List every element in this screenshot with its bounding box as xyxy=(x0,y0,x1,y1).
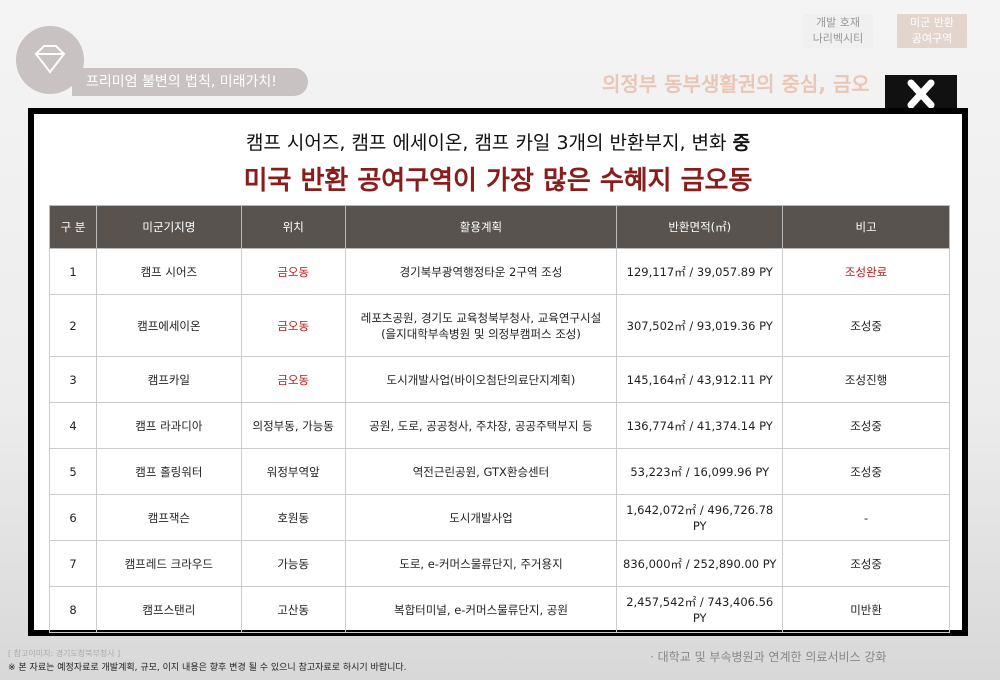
table-row: 4 캠프 라과디아 의정부동, 가능동 공원, 도로, 공공청사, 주차장, 공공주택… xyxy=(49,402,950,449)
table-cell: 1,642,072㎡ / 496,726.78 PY xyxy=(616,494,784,541)
table-cell: 129,117㎡ / 39,057.89 PY xyxy=(616,248,784,295)
table-row: 5 캠프 홀링워터 워정부역앞 역전근린공원, GTX환승센터 53,223㎡ / 16… xyxy=(49,448,950,495)
table-cell: 캠프카일 xyxy=(95,356,242,403)
table-cell: 미반환 xyxy=(782,586,950,633)
table-cell: 호원동 xyxy=(240,494,346,541)
diamond-icon xyxy=(34,45,66,74)
header-cell: 미군기지명 xyxy=(95,205,242,249)
close-icon xyxy=(907,79,935,109)
table-cell: 도시개발사업 xyxy=(344,494,618,541)
background-heading: 의정부 동부생활권의 중심, 금오 xyxy=(602,72,870,96)
table-cell: 캠프잭슨 xyxy=(95,494,242,541)
table-cell: 6 xyxy=(49,494,97,541)
table-cell: 2 xyxy=(49,294,97,357)
image-caption: [ 참고이미지: 경기도청북부청사 ] xyxy=(8,649,121,658)
footer-note: ※ 본 자료는 예정자료로 개발계획, 규모, 이지 내용은 향후 변경 될 수… xyxy=(8,663,407,673)
table-cell: 조성중 xyxy=(782,402,950,449)
table-cell: 금오동 xyxy=(240,356,346,403)
background-bullet: · 대학교 및 부속병원과 연계한 의료서비스 강화 xyxy=(650,650,887,664)
table-cell: 복합터미널, e-커머스물류단지, 공원 xyxy=(344,586,618,633)
table-cell: 도로, e-커머스물류단지, 주거용지 xyxy=(344,540,618,587)
table-row: 8 캠프스탠리 고산동 복합터미널, e-커머스물류단지, 공원 2,457,542㎡ … xyxy=(49,586,950,633)
title-text: 캠프 시어즈, 캠프 에세이온, 캠프 카일 3개의 반환부지, 변화 xyxy=(245,132,727,154)
table-cell: 8 xyxy=(49,586,97,633)
table-cell: 캠프레드 크라우드 xyxy=(95,540,242,587)
table-cell: 공원, 도로, 공공청사, 주차장, 공공주택부지 등 xyxy=(344,402,618,449)
header-cell: 비고 xyxy=(782,205,950,249)
table-cell: 2,457,542㎡ / 743,406.56 PY xyxy=(616,586,784,633)
table-cell: 워정부역앞 xyxy=(240,448,346,495)
table-cell: 조성중 xyxy=(782,448,950,495)
table-cell: 금오동 xyxy=(240,248,346,295)
table-cell: 금오동 xyxy=(240,294,346,357)
table-cell: 캠프 홀링워터 xyxy=(95,448,242,495)
table-row: 7 캠프레드 크라우드 가능동 도로, e-커머스물류단지, 주거용지 836,000㎡… xyxy=(49,540,950,587)
tab-label: 개발 호재 xyxy=(816,16,860,29)
title-emphasis: 중 xyxy=(732,132,751,154)
table-row: 1 캠프 시어즈 금오동 경기북부광역행정타운 2구역 조성 129,117㎡ / 39… xyxy=(49,248,950,295)
header-cell: 반환면적(㎡) xyxy=(616,205,784,249)
table-cell: 조성중 xyxy=(782,540,950,587)
table-cell: 3 xyxy=(49,356,97,403)
table-cell: 레포츠공원, 경기도 교육청북부청사, 교육연구시설 (을지대학부속병원 및 의… xyxy=(344,294,618,357)
table-cell: 캠프에세이온 xyxy=(95,294,242,357)
table-cell: 의정부동, 가능동 xyxy=(240,402,346,449)
table-cell: 경기북부광역행정타운 2구역 조성 xyxy=(344,248,618,295)
table-row: 3 캠프카일 금오동 도시개발사업(바이오첨단의료단지계획) 145,164㎡ / 43… xyxy=(49,356,950,403)
table-cell: 53,223㎡ / 16,099.96 PY xyxy=(616,448,784,495)
table: 구 분 미군기지명 위치 활용계획 반환면적(㎡) 비고 1 캠프 시어즈 금오동 경기북부광역… xyxy=(49,205,950,633)
table-cell: 역전근린공원, GTX환승센터 xyxy=(344,448,618,495)
table-cell: 가능동 xyxy=(240,540,346,587)
table-cell: 145,164㎡ / 43,912.11 PY xyxy=(616,356,784,403)
table-cell: 캠프 시어즈 xyxy=(95,248,242,295)
table-cell: 4 xyxy=(49,402,97,449)
table-cell: 136,774㎡ / 41,374.14 PY xyxy=(616,402,784,449)
table-cell: 7 xyxy=(49,540,97,587)
table-cell: 1 xyxy=(49,248,97,295)
header-cell: 구 분 xyxy=(49,205,97,249)
table-row: 2 캠프에세이온 금오동 레포츠공원, 경기도 교육청북부청사, 교육연구시설 (을지… xyxy=(49,294,950,357)
table-cell: 조성진행 xyxy=(782,356,950,403)
tab[interactable]: 개발 호재 나리벡시티 xyxy=(803,14,873,48)
table-cell: 도시개발사업(바이오첨단의료단지계획) xyxy=(344,356,618,403)
header-cell: 위치 xyxy=(240,205,346,249)
table-cell: 캠프 라과디아 xyxy=(95,402,242,449)
modal-title: 캠프 시어즈, 캠프 에세이온, 캠프 카일 3개의 반환부지, 변화 중 xyxy=(34,128,962,155)
table-cell: 고산동 xyxy=(240,586,346,633)
table-cell: - xyxy=(782,494,950,541)
table-cell: 캠프스탠리 xyxy=(95,586,242,633)
table-body: 1 캠프 시어즈 금오동 경기북부광역행정타운 2구역 조성 129,117㎡ / 39… xyxy=(49,248,950,633)
badge: 프리미엄 불변의 법칙, 미래가치! xyxy=(72,68,308,96)
header-row: 구 분 미군기지명 위치 활용계획 반환면적(㎡) 비고 xyxy=(49,205,950,249)
modal-subtitle: 미국 반환 공여구역이 가장 많은 수혜지 금오동 xyxy=(243,166,753,196)
tab[interactable]: 미군 반환 공여구역 xyxy=(897,14,967,48)
table-cell: 조성완료 xyxy=(782,248,950,295)
table-cell: 836,000㎡ / 252,890.00 PY xyxy=(616,540,784,587)
table-cell: 조성중 xyxy=(782,294,950,357)
tab-label: 나리벡시티 xyxy=(812,32,864,45)
tab-label: 공여구역 xyxy=(911,32,953,45)
modal: 캠프 시어즈, 캠프 에세이온, 캠프 카일 3개의 반환부지, 변화 중 미국… xyxy=(28,108,968,636)
tab-label: 미군 반환 xyxy=(910,16,954,29)
table-cell: 5 xyxy=(49,448,97,495)
header-cell: 활용계획 xyxy=(344,205,618,249)
table-row: 6 캠프잭슨 호원동 도시개발사업 1,642,072㎡ / 496,726.78 PY… xyxy=(49,494,950,541)
table-cell: 307,502㎡ / 93,019.36 PY xyxy=(616,294,784,357)
